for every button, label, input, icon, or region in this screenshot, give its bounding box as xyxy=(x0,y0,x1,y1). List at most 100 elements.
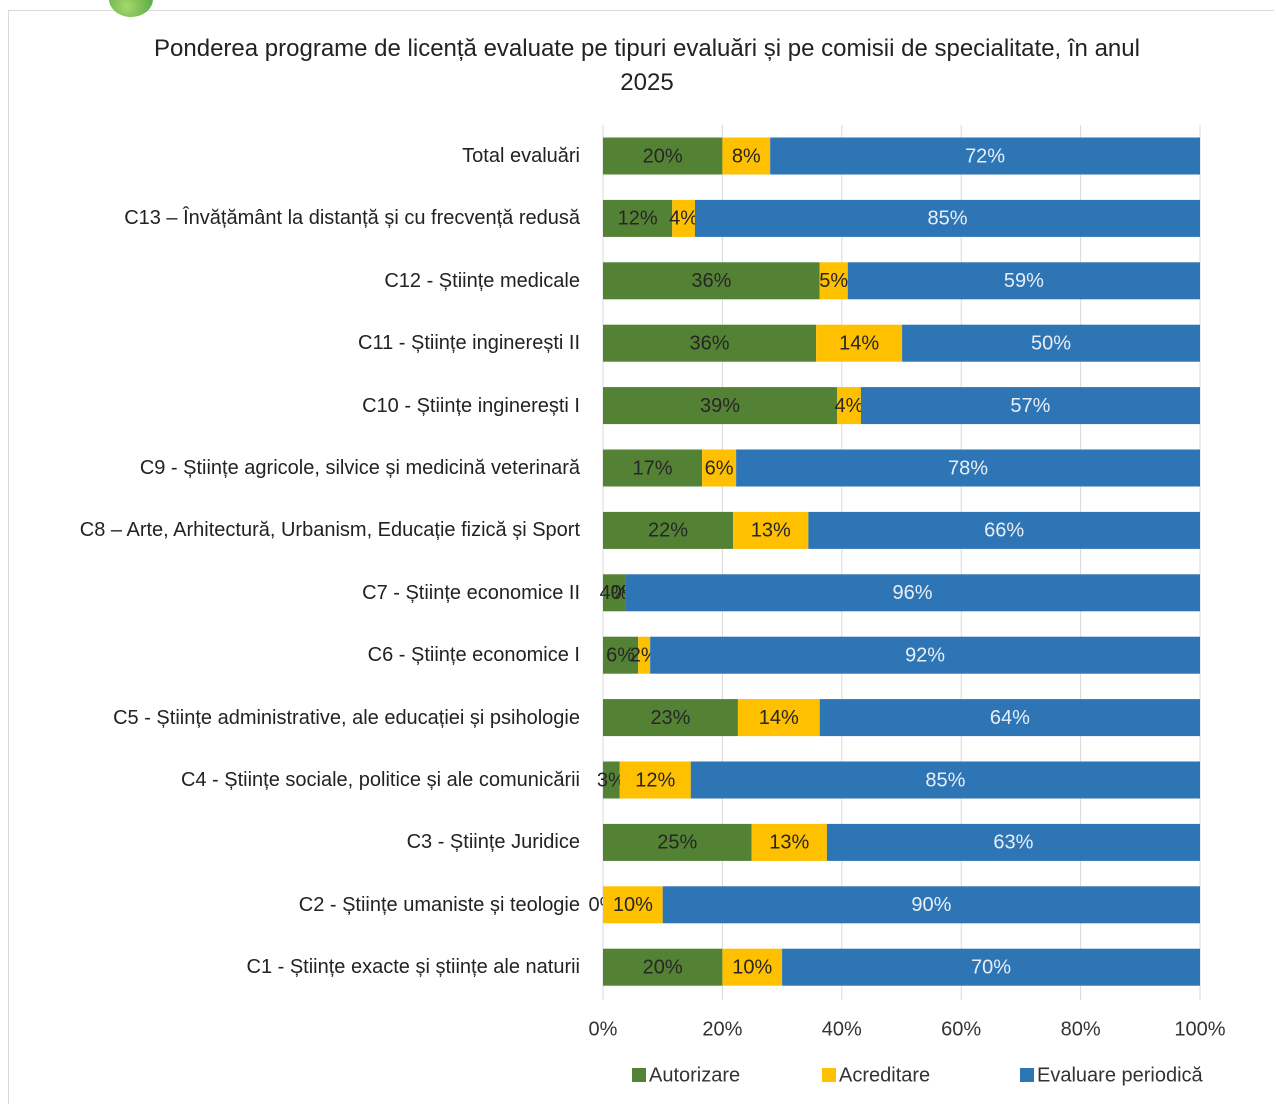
bar-segment xyxy=(672,199,695,237)
data-label: 63% xyxy=(993,832,1033,854)
category-label: C3 - Științe Juridice xyxy=(406,831,580,854)
data-label: 14% xyxy=(839,332,879,354)
data-label: 39% xyxy=(700,395,740,417)
bar-segment xyxy=(722,137,771,175)
category-label: Total evaluări xyxy=(462,145,580,167)
data-label: 4% xyxy=(600,582,629,604)
x-tick-label: 60% xyxy=(941,1018,981,1040)
category-label: C9 - Științe agricole, silvice și medici… xyxy=(139,457,580,479)
data-label: 90% xyxy=(911,894,951,916)
data-label: 6% xyxy=(606,644,635,666)
data-label: 78% xyxy=(948,457,988,479)
bar-segment xyxy=(619,761,691,799)
bar-segment xyxy=(751,823,827,861)
bar-segment xyxy=(603,511,734,549)
category-label: C12 - Științe medicale xyxy=(384,269,580,292)
bar-segment xyxy=(603,449,703,487)
bar-segment xyxy=(625,574,1200,612)
bar-segment xyxy=(702,449,737,487)
legend-label: Evaluare periodică xyxy=(1037,1064,1204,1086)
bar-segment xyxy=(722,948,783,986)
category-label: C2 - Științe umaniste și teologie xyxy=(298,893,580,916)
data-label: 5% xyxy=(819,270,848,292)
data-label: 85% xyxy=(925,769,965,791)
bar-segment xyxy=(638,636,651,674)
legend-swatch xyxy=(822,1068,836,1082)
legend-swatch xyxy=(1020,1068,1034,1082)
bar-segment xyxy=(819,262,848,300)
bar-segment xyxy=(603,823,752,861)
category-label: C10 - Științe inginerești I xyxy=(362,394,580,417)
category-label: C13 – Învățământ la distanță și cu frecv… xyxy=(124,207,580,230)
data-label: 4% xyxy=(835,395,864,417)
bar-segment xyxy=(603,574,626,612)
data-label: 12% xyxy=(635,769,675,791)
x-tick-label: 20% xyxy=(702,1018,742,1040)
logo xyxy=(109,0,153,17)
legend-label: Autorizare xyxy=(649,1064,740,1086)
data-label: 59% xyxy=(1004,270,1044,292)
data-label: 14% xyxy=(759,707,799,729)
data-label: 8% xyxy=(732,145,761,167)
data-label: 92% xyxy=(905,644,945,666)
bar-segment xyxy=(603,761,620,799)
bar-segment xyxy=(603,324,817,362)
frame xyxy=(8,0,1274,1104)
bar-segment xyxy=(603,137,723,175)
category-label: C4 - Științe sociale, politice și ale co… xyxy=(180,769,580,791)
data-label: 20% xyxy=(643,956,683,978)
category-label: C7 - Științe economice II xyxy=(362,581,580,604)
x-tick-label: 40% xyxy=(822,1018,862,1040)
bar-segment xyxy=(826,823,1200,861)
legend-swatch xyxy=(632,1068,646,1082)
data-label: 85% xyxy=(927,208,967,230)
category-label: C6 - Științe economice I xyxy=(367,644,580,667)
bar-segment xyxy=(837,387,861,425)
x-tick-label: 100% xyxy=(1174,1018,1225,1040)
bar-segment xyxy=(902,324,1200,362)
bar-segment xyxy=(603,199,673,237)
legend-label: Acreditare xyxy=(839,1064,930,1086)
data-label: 13% xyxy=(769,832,809,854)
data-label: 10% xyxy=(732,956,772,978)
data-label: 50% xyxy=(1031,332,1071,354)
data-label: 13% xyxy=(751,520,791,542)
bar-segment xyxy=(808,511,1200,549)
chart-title: Ponderea programe de licență evaluate pe… xyxy=(154,35,1140,96)
bar-segment xyxy=(662,886,1200,924)
bar-segment xyxy=(690,761,1200,799)
bar-segment xyxy=(782,948,1200,986)
data-label: 4% xyxy=(669,208,698,230)
bar-segment xyxy=(603,262,820,300)
data-label: 23% xyxy=(650,707,690,729)
data-label: 3% xyxy=(597,769,626,791)
bar-segment xyxy=(603,886,663,924)
bar-segment xyxy=(694,199,1200,237)
data-label: 70% xyxy=(971,956,1011,978)
bar-segment xyxy=(770,137,1200,175)
category-label: C11 - Științe inginerești II xyxy=(358,332,580,355)
data-label: 22% xyxy=(648,520,688,542)
bar-segment xyxy=(819,699,1200,737)
bar-segment xyxy=(737,699,820,737)
category-label: C8 – Arte, Arhitectură, Urbanism, Educaț… xyxy=(79,519,580,542)
data-label: 10% xyxy=(613,894,653,916)
data-label: 36% xyxy=(690,332,730,354)
bar-segment xyxy=(603,636,639,674)
data-label: 20% xyxy=(643,145,683,167)
data-label: 66% xyxy=(984,520,1024,542)
data-label: 57% xyxy=(1010,395,1050,417)
data-label: 17% xyxy=(633,457,673,479)
category-label: C1 - Științe exacte și științe ale natur… xyxy=(246,956,581,979)
data-label: 96% xyxy=(893,582,933,604)
x-tick-label: 80% xyxy=(1061,1018,1101,1040)
x-tick-label: 0% xyxy=(589,1018,618,1040)
category-label: C5 - Științe administrative, ale educați… xyxy=(113,706,580,729)
data-label: 72% xyxy=(965,145,1005,167)
bar-segment xyxy=(733,511,809,549)
bar-segment xyxy=(816,324,903,362)
bar-segment xyxy=(650,636,1200,674)
bar-segment xyxy=(603,387,838,425)
